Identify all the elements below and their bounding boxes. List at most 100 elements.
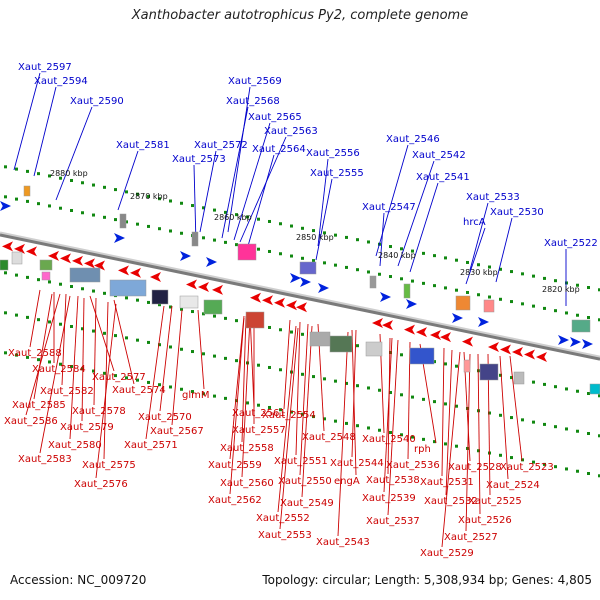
track-dot — [48, 204, 51, 208]
genome-backbone — [0, 231, 600, 361]
track-dot — [587, 472, 590, 476]
track-dot — [279, 328, 282, 332]
track-dot — [488, 411, 491, 415]
track-dot — [92, 369, 95, 373]
track-dot — [158, 227, 161, 231]
bottom-label-leader — [441, 351, 461, 548]
bottom-gene-label: Xaut_2544 — [330, 458, 384, 469]
reverse-gene-arrow — [488, 342, 499, 353]
track-dot — [499, 297, 502, 301]
gene-block — [369, 275, 377, 289]
gene-block — [119, 213, 127, 229]
top-gene-label: Xaut_2594 — [34, 76, 88, 87]
label-leaders — [13, 72, 567, 548]
bottom-label-leader — [241, 317, 251, 478]
track-dot — [554, 425, 557, 429]
track-dot — [565, 387, 568, 391]
bottom-label-leader — [159, 305, 173, 412]
backbone-shadow — [0, 231, 600, 359]
gene-block — [589, 383, 600, 395]
reverse-gene-arrow — [416, 327, 427, 338]
track-dot — [389, 275, 392, 279]
reverse-gene-arrow — [262, 295, 273, 306]
track-dot — [26, 275, 29, 279]
reverse-gene-arrow — [48, 250, 59, 261]
track-dot — [389, 351, 392, 355]
bottom-gene-label: Xaut_2558 — [220, 443, 274, 454]
track-dot — [455, 444, 458, 448]
track-dot — [312, 375, 315, 379]
top-label-leader — [199, 150, 217, 233]
track-dot — [323, 261, 326, 265]
track-dot — [169, 229, 172, 233]
reverse-gene-arrow — [536, 351, 547, 362]
bottom-gene-label: Xaut_2578 — [72, 406, 126, 417]
reverse-gene-arrow — [286, 300, 297, 311]
track-dot — [202, 392, 205, 396]
top-label-leader — [397, 160, 435, 267]
track-dot — [323, 377, 326, 381]
track-dot — [367, 240, 370, 244]
bottom-label-leader — [197, 309, 205, 390]
bottom-gene-label: Xaut_2571 — [124, 440, 178, 451]
track-dot — [532, 304, 535, 308]
bottom-gene-label: engA — [334, 476, 360, 487]
track-dot — [81, 287, 84, 291]
gene-block — [191, 231, 199, 247]
track-dot — [169, 305, 172, 309]
bottom-label-leader — [171, 309, 183, 426]
track-dot — [4, 271, 7, 275]
backbone-line — [0, 233, 600, 361]
track-dot — [521, 272, 524, 276]
track-dot — [213, 238, 216, 242]
top-label-leader — [317, 158, 329, 247]
bottom-label-leader — [499, 355, 509, 480]
track-dot — [180, 387, 183, 391]
reverse-gene-arrow — [94, 260, 105, 271]
track-dot — [565, 427, 568, 431]
bottom-label-leader — [229, 317, 245, 495]
bottom-gene-label: Xaut_2552 — [256, 513, 310, 524]
gene-block — [409, 347, 435, 365]
track-dot — [246, 401, 249, 405]
track-dot — [433, 400, 436, 404]
track-dot — [224, 396, 227, 400]
bottom-label-leader — [93, 297, 97, 406]
bottom-gene-label: Xaut_2577 — [92, 372, 146, 383]
track-dot — [290, 224, 293, 228]
bottom-gene-label: Xaut_2531 — [420, 477, 474, 488]
track-dot — [444, 362, 447, 366]
track-dot — [532, 274, 535, 278]
bottom-gene-label: Xaut_2580 — [48, 440, 102, 451]
top-label-leader — [409, 182, 439, 273]
track-dot — [224, 210, 227, 214]
track-dot — [37, 172, 40, 176]
track-dot — [367, 270, 370, 274]
kbp-tick-label: 2870 kbp — [130, 192, 168, 201]
track-dot — [510, 416, 513, 420]
top-label-leader — [247, 154, 275, 247]
track-dot — [290, 254, 293, 258]
bottom-label-leader — [407, 341, 411, 460]
bottom-gene-label: Xaut_2539 — [362, 493, 416, 504]
bottom-label-leader — [277, 325, 297, 513]
forward-gene-arrow — [406, 299, 417, 309]
track-dot — [444, 256, 447, 260]
track-dots — [4, 165, 600, 478]
track-dot — [257, 363, 260, 367]
track-dot — [587, 286, 590, 290]
gene-block — [39, 259, 53, 271]
bottom-label-leader — [301, 325, 313, 498]
track-dot — [576, 313, 579, 317]
bottom-label-leader — [33, 293, 53, 400]
track-dot — [202, 206, 205, 210]
forward-gene-arrow — [380, 292, 391, 302]
track-dot — [521, 418, 524, 422]
gene-block — [299, 261, 317, 275]
track-dot — [103, 371, 106, 375]
bottom-label-leader — [441, 347, 445, 477]
bottom-label-leader — [39, 295, 71, 454]
track-dot — [235, 399, 238, 403]
track-dot — [257, 403, 260, 407]
bottom-label-leader — [61, 293, 67, 386]
